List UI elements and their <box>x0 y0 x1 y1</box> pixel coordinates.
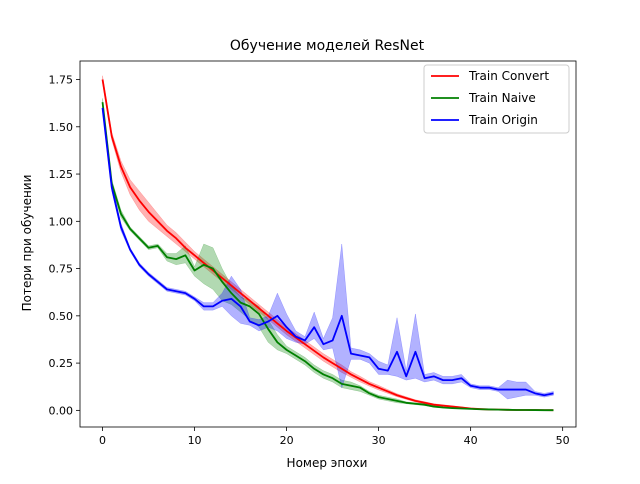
band-train-origin <box>102 104 554 400</box>
y-tick-label: 1.00 <box>49 215 74 228</box>
series-line-train-naive <box>101 102 554 412</box>
y-axis-label: Потери при обучении <box>20 175 34 312</box>
y-tick-label: 0.75 <box>49 263 74 276</box>
y-tick-label: 1.75 <box>49 74 74 87</box>
y-axis-ticks: 0.00 0.25 0.50 0.75 1.00 1.25 1.50 1.75 <box>49 74 80 417</box>
y-tick-label: 0.00 <box>49 404 74 417</box>
y-tick-label: 1.25 <box>49 168 74 181</box>
y-tick-label: 1.50 <box>49 121 74 134</box>
x-tick-label: 20 <box>280 434 294 447</box>
x-tick-label: 10 <box>188 434 202 447</box>
legend-label-train-naive: Train Naive <box>468 91 536 105</box>
x-tick-label: 0 <box>99 434 106 447</box>
x-tick-label: 40 <box>464 434 478 447</box>
legend-label-train-convert: Train Convert <box>468 69 549 83</box>
y-tick-label: 0.50 <box>49 310 74 323</box>
x-tick-label: 30 <box>372 434 386 447</box>
legend-label-train-origin: Train Origin <box>468 113 538 127</box>
x-axis-ticks: 0 10 20 30 40 50 <box>99 427 570 447</box>
series-lines <box>101 79 554 412</box>
y-tick-label: 0.25 <box>49 357 74 370</box>
legend-box <box>423 64 570 134</box>
plot-frame <box>79 60 577 428</box>
x-tick-label: 50 <box>556 434 570 447</box>
chart-title: Обучение моделей ResNet <box>230 38 425 54</box>
series-line-train-origin <box>101 107 554 397</box>
legend: Train Convert Train Naive Train Origin <box>423 64 570 134</box>
x-axis-label: Номер эпохи <box>287 456 368 470</box>
